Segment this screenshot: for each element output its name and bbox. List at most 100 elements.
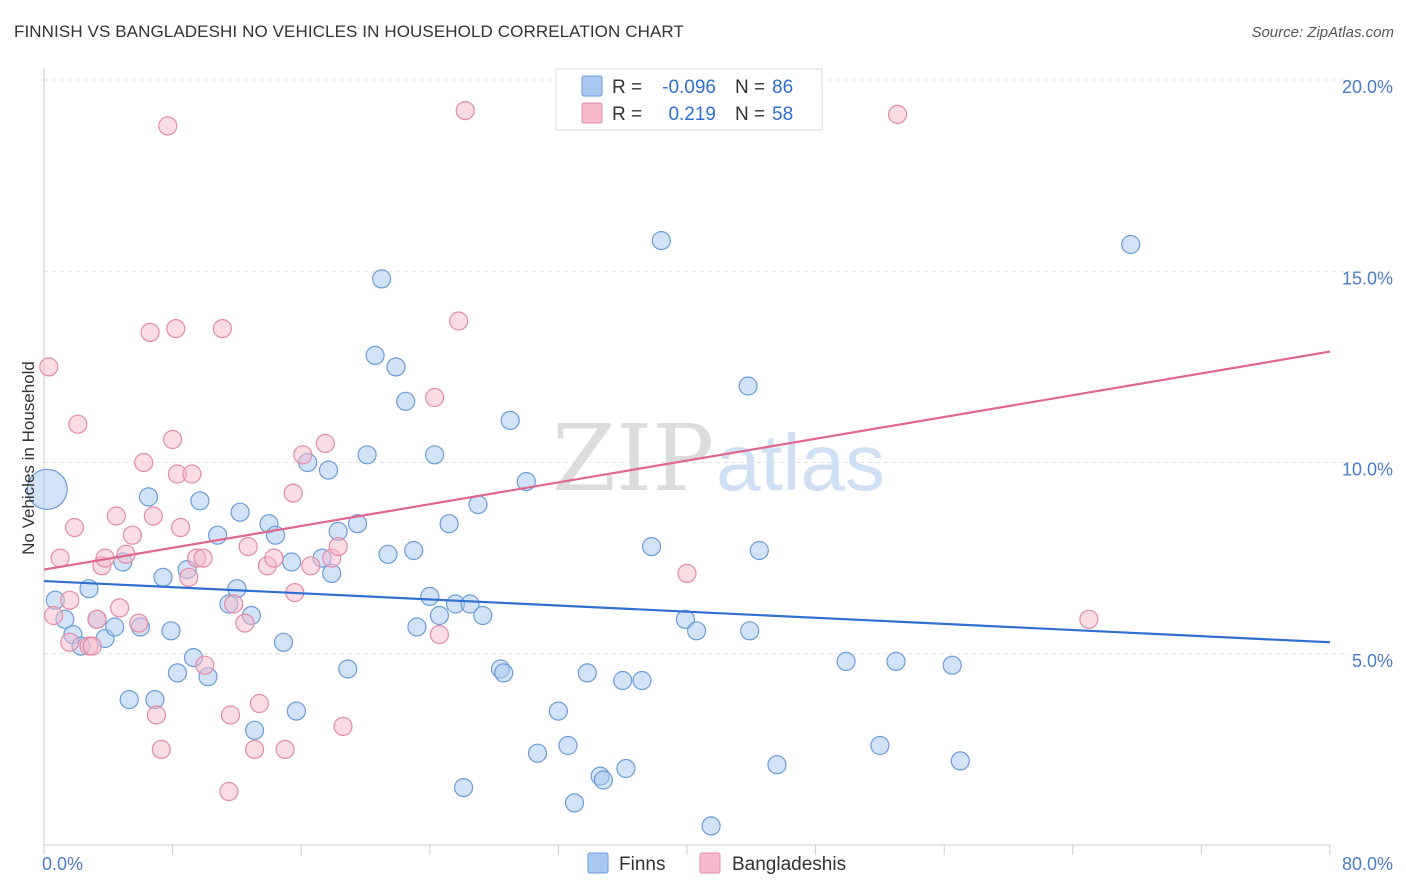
point-finns-60 bbox=[527, 743, 548, 763]
y-tick-label-2: 15.0% bbox=[1342, 268, 1393, 288]
point-bangladeshis-18 bbox=[140, 322, 160, 342]
x-tick-label-1: 80.0% bbox=[1342, 854, 1393, 874]
point-finns-31 bbox=[286, 701, 306, 721]
data-points bbox=[26, 100, 1141, 836]
point-bangladeshis-17 bbox=[134, 452, 154, 473]
point-finns-38 bbox=[347, 514, 368, 534]
legend-box: R = -0.096 N = 86 R = 0.219 N = 58 bbox=[555, 68, 823, 131]
point-bangladeshis-42 bbox=[275, 739, 295, 760]
point-finns-30 bbox=[282, 552, 302, 572]
point-bangladeshis-33 bbox=[219, 781, 239, 802]
tick-labels: 5.0% 10.0% 15.0% 20.0% 0.0% 80.0% bbox=[42, 77, 1393, 874]
point-bangladeshis-31 bbox=[195, 655, 215, 675]
point-finns-73 bbox=[686, 621, 707, 641]
point-bangladeshis-57 bbox=[1079, 609, 1099, 629]
point-bangladeshis-39 bbox=[249, 693, 269, 714]
point-finns-61 bbox=[548, 701, 569, 721]
point-finns-62 bbox=[558, 735, 578, 756]
watermark: ZIP atlas bbox=[552, 405, 885, 512]
point-finns-76 bbox=[740, 621, 760, 641]
bottom-legend-label-bangladeshis: Bangladeshis bbox=[732, 854, 846, 875]
point-bangladeshis-51 bbox=[425, 387, 445, 408]
point-bangladeshis-16 bbox=[129, 613, 149, 633]
point-finns-53 bbox=[460, 594, 480, 614]
point-bangladeshis-28 bbox=[182, 464, 202, 484]
point-finns-71 bbox=[651, 231, 671, 251]
y-axis-label: No Vehicles in Household bbox=[19, 361, 38, 555]
point-bangladeshis-27 bbox=[179, 567, 199, 587]
point-finns-54 bbox=[468, 495, 488, 515]
point-bangladeshis-52 bbox=[429, 624, 449, 645]
point-finns-26 bbox=[245, 720, 265, 740]
point-finns-80 bbox=[870, 735, 890, 756]
point-bangladeshis-19 bbox=[143, 506, 163, 526]
point-finns-72 bbox=[675, 609, 696, 629]
point-bangladeshis-50 bbox=[333, 716, 353, 737]
point-finns-50 bbox=[439, 514, 459, 534]
point-bangladeshis-13 bbox=[109, 598, 130, 618]
point-bangladeshis-22 bbox=[158, 116, 178, 136]
point-finns-0 bbox=[26, 468, 68, 510]
point-finns-78 bbox=[767, 755, 787, 775]
point-bangladeshis-35 bbox=[224, 594, 244, 614]
point-finns-70 bbox=[641, 536, 662, 557]
point-finns-83 bbox=[950, 751, 970, 771]
point-finns-8 bbox=[105, 617, 125, 637]
point-finns-64 bbox=[577, 663, 597, 683]
point-finns-46 bbox=[407, 617, 427, 637]
grid-lines bbox=[44, 79, 1350, 655]
trend-line-bangladeshis bbox=[43, 350, 1331, 571]
point-bangladeshis-15 bbox=[122, 525, 142, 545]
point-bangladeshis-37 bbox=[238, 536, 258, 557]
point-bangladeshis-9 bbox=[87, 609, 107, 629]
source-label: Source: ZipAtlas.com bbox=[1251, 24, 1394, 41]
point-bangladeshis-3 bbox=[60, 590, 80, 610]
point-bangladeshis-12 bbox=[106, 506, 126, 526]
point-finns-41 bbox=[372, 269, 392, 289]
point-bangladeshis-4 bbox=[60, 632, 80, 652]
y-tick-label-3: 20.0% bbox=[1342, 77, 1393, 97]
legend-n-label-bangladeshis: N = bbox=[735, 104, 765, 125]
point-bangladeshis-30 bbox=[193, 548, 213, 568]
point-finns-10 bbox=[119, 689, 139, 710]
point-bangladeshis-41 bbox=[264, 548, 284, 568]
point-finns-55 bbox=[473, 605, 493, 626]
watermark-zip: ZIP bbox=[552, 405, 714, 512]
point-bangladeshis-6 bbox=[68, 414, 88, 434]
point-finns-44 bbox=[396, 391, 416, 411]
legend-swatch-bangladeshis bbox=[581, 102, 603, 124]
point-bangladeshis-24 bbox=[166, 319, 186, 339]
bottom-legend-swatch-finns bbox=[587, 852, 609, 874]
point-finns-45 bbox=[404, 540, 424, 561]
x-tick-label-0: 0.0% bbox=[42, 854, 83, 874]
axes bbox=[43, 68, 1331, 855]
point-finns-16 bbox=[167, 663, 187, 683]
point-bangladeshis-49 bbox=[328, 536, 348, 557]
y-tick-label-0: 5.0% bbox=[1352, 651, 1393, 671]
point-bangladeshis-8 bbox=[82, 636, 102, 656]
chart-title: FINNISH VS BANGLADESHI NO VEHICLES IN HO… bbox=[14, 22, 684, 41]
point-bangladeshis-34 bbox=[220, 705, 241, 725]
trend-lines bbox=[43, 350, 1331, 644]
point-finns-82 bbox=[942, 655, 962, 675]
point-bangladeshis-43 bbox=[283, 483, 303, 503]
point-finns-81 bbox=[886, 651, 906, 672]
point-finns-57 bbox=[494, 663, 514, 683]
point-finns-37 bbox=[338, 659, 358, 679]
point-finns-74 bbox=[701, 816, 721, 836]
point-bangladeshis-21 bbox=[151, 739, 171, 760]
point-finns-58 bbox=[500, 410, 520, 430]
point-finns-66 bbox=[593, 770, 614, 790]
point-finns-67 bbox=[613, 670, 633, 691]
point-bangladeshis-2 bbox=[50, 548, 70, 568]
point-bangladeshis-5 bbox=[64, 517, 85, 538]
legend-r-value-bangladeshis: 0.219 bbox=[668, 104, 716, 125]
point-bangladeshis-0 bbox=[39, 357, 59, 377]
bottom-legend: Finns Bangladeshis bbox=[587, 852, 846, 875]
point-finns-63 bbox=[564, 793, 585, 813]
point-finns-40 bbox=[365, 345, 385, 365]
legend-r-value-finns: -0.096 bbox=[662, 77, 716, 98]
point-bangladeshis-45 bbox=[293, 445, 313, 465]
point-bangladeshis-55 bbox=[677, 563, 697, 584]
